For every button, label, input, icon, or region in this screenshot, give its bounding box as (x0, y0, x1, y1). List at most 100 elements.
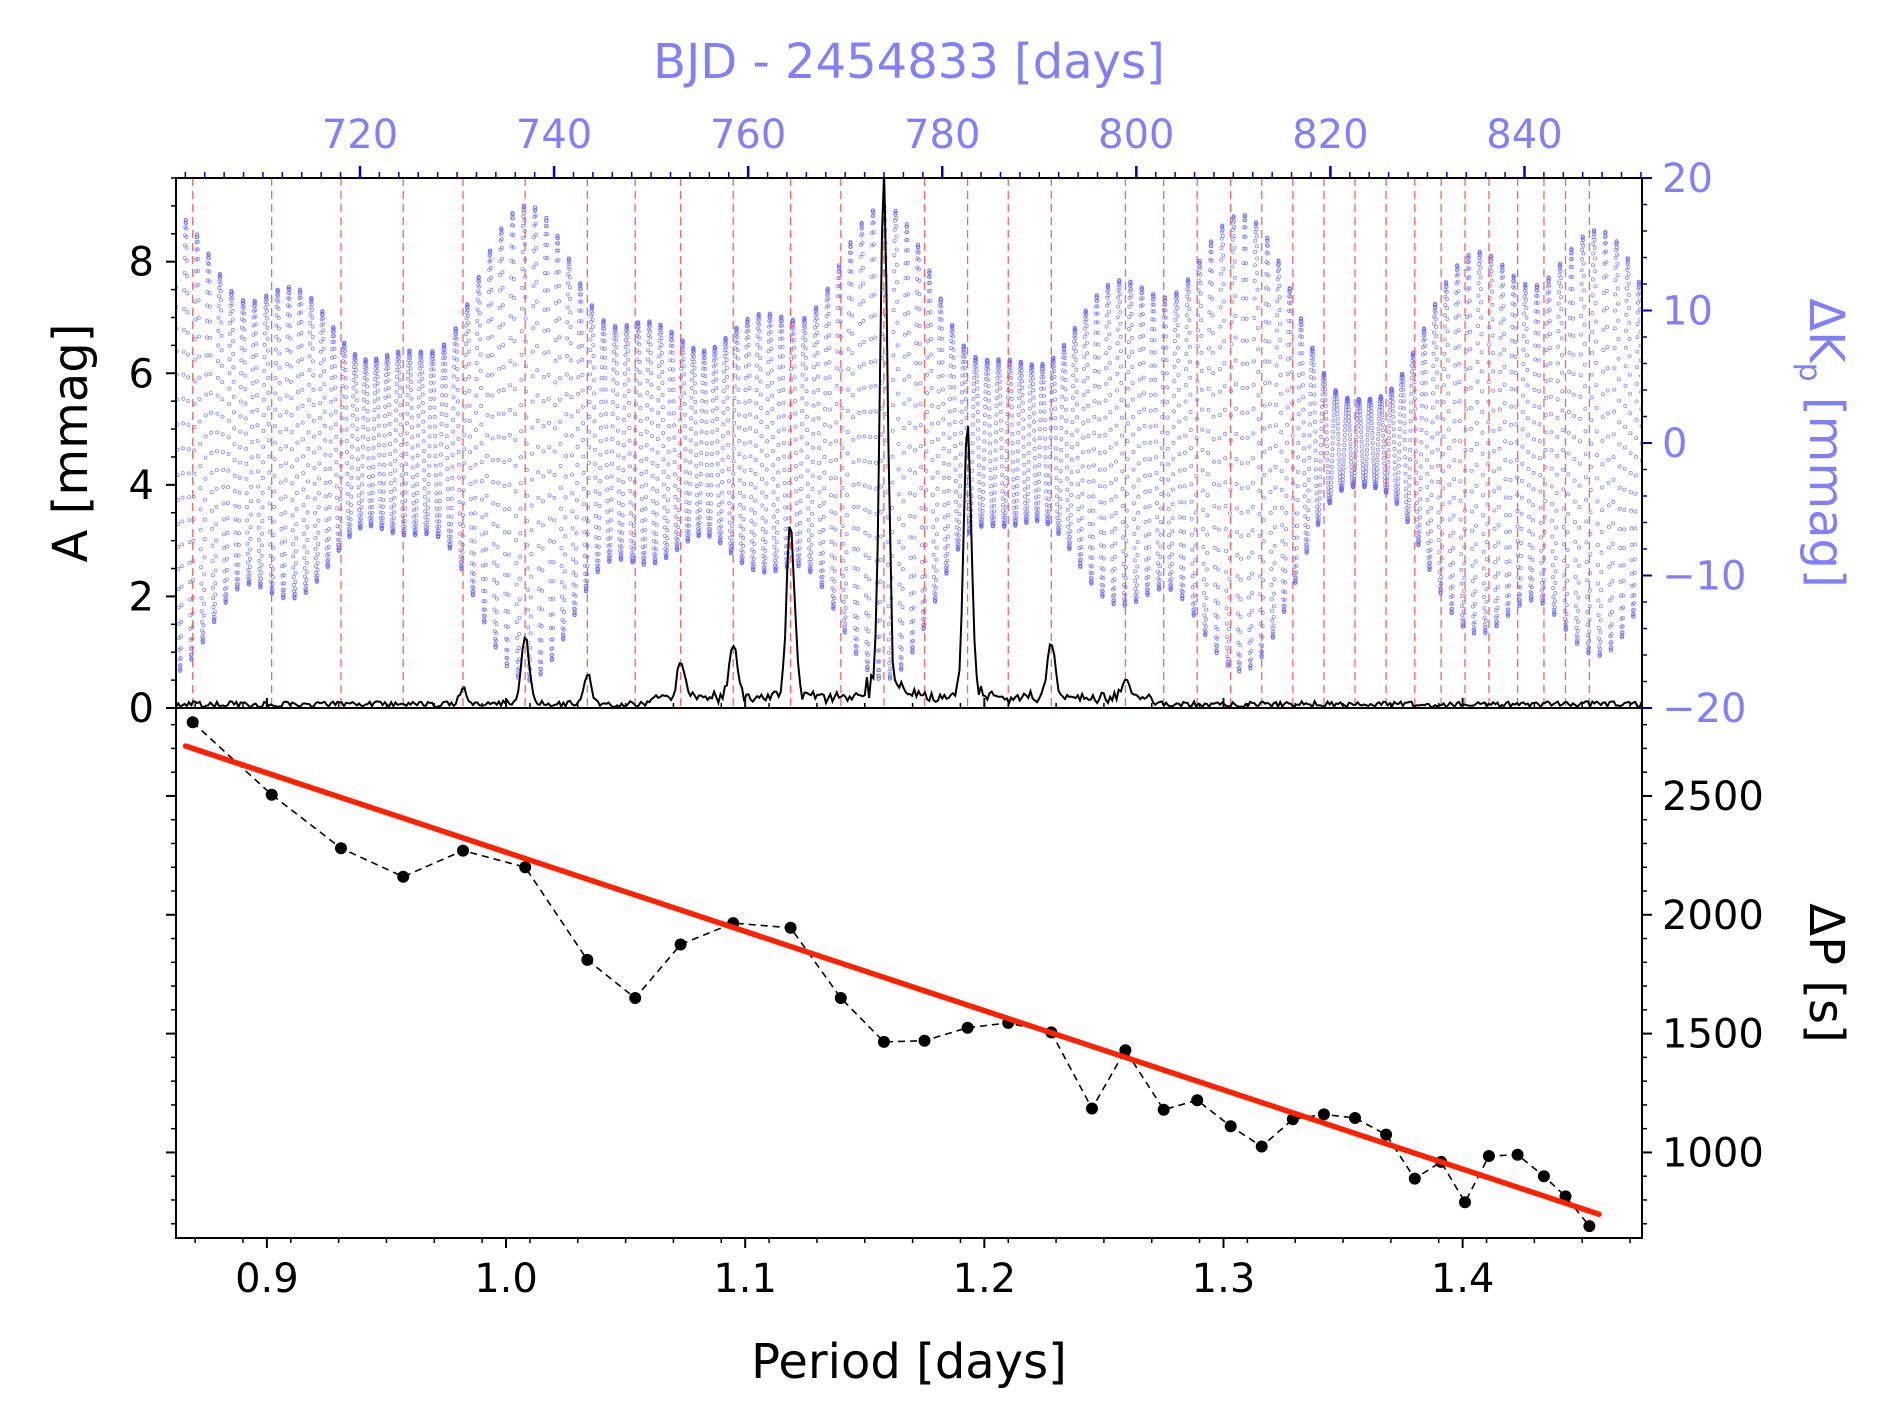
light-curve-point (413, 523, 418, 528)
light-curve-point (1136, 478, 1141, 483)
light-curve-point (224, 596, 229, 601)
light-curve-point (722, 369, 727, 374)
light-curve-point (339, 427, 344, 432)
light-curve-point (420, 370, 425, 375)
light-curve-point (733, 363, 738, 368)
light-curve-point (623, 344, 628, 349)
light-curve-point (377, 443, 382, 448)
light-curve-point (894, 216, 899, 221)
light-curve-point (651, 520, 656, 525)
light-curve-point (242, 318, 247, 323)
light-curve-point (237, 504, 242, 509)
light-curve-point (828, 459, 833, 464)
light-curve-point (1130, 381, 1135, 386)
light-curve-point (766, 349, 771, 354)
light-curve-point (948, 385, 953, 390)
light-curve-point (953, 455, 958, 460)
light-curve-point (472, 562, 477, 567)
light-curve-point (1112, 566, 1117, 571)
light-curve-point (879, 406, 884, 411)
light-curve-point (812, 343, 817, 348)
light-curve-point (229, 295, 234, 300)
light-curve-point (695, 493, 700, 498)
light-curve-point (570, 526, 575, 531)
light-curve-point (455, 387, 460, 392)
light-curve-point (542, 351, 547, 356)
light-curve-point (454, 332, 459, 337)
light-curve-point (533, 208, 538, 213)
light-curve-point (758, 355, 763, 360)
light-curve-point (234, 562, 239, 567)
light-curve-point (195, 256, 200, 261)
light-curve-point (1103, 381, 1108, 386)
light-curve-point (580, 372, 585, 377)
light-curve-point (1015, 467, 1020, 472)
light-curve-point (928, 298, 933, 303)
light-curve-point (238, 429, 243, 434)
light-curve-point (781, 375, 786, 380)
light-curve-point (521, 214, 526, 219)
light-curve-point (310, 334, 315, 339)
light-curve-point (704, 441, 709, 446)
light-curve-point (649, 420, 654, 425)
light-curve-point (457, 522, 462, 527)
light-curve-point (663, 540, 668, 545)
light-curve-point (834, 457, 839, 462)
light-curve-point (581, 421, 586, 426)
light-curve-point (250, 380, 255, 385)
light-curve-point (1053, 425, 1058, 430)
light-curve-point (1069, 492, 1074, 497)
light-curve-point (748, 468, 753, 473)
light-curve-point (497, 288, 502, 293)
light-curve-point (660, 392, 665, 397)
light-curve-point (1063, 369, 1068, 374)
light-curve-point (1077, 546, 1082, 551)
light-curve-point (1081, 392, 1086, 397)
light-curve-point (545, 271, 550, 276)
light-curve-point (604, 450, 609, 455)
light-curve-point (867, 577, 872, 582)
light-curve-point (179, 584, 184, 589)
light-curve-point (348, 523, 353, 528)
light-curve-point (720, 469, 725, 474)
light-curve-point (1131, 450, 1136, 455)
light-curve-point (489, 353, 494, 358)
light-curve-point (1139, 285, 1144, 290)
light-curve-point (818, 561, 823, 566)
light-curve-point (801, 352, 806, 357)
light-curve-point (291, 565, 296, 570)
light-curve-point (1070, 445, 1075, 450)
light-curve-point (749, 494, 754, 499)
light-curve-point (519, 403, 524, 408)
light-curve-point (1138, 347, 1143, 352)
light-curve-point (197, 419, 202, 424)
light-curve-point (923, 559, 928, 564)
light-curve-point (832, 568, 837, 573)
light-curve-point (626, 349, 631, 354)
light-curve-point (773, 567, 778, 572)
light-curve-point (426, 490, 431, 495)
light-curve-point (1129, 311, 1134, 316)
light-curve-point (291, 583, 296, 588)
light-curve-point (231, 394, 236, 399)
light-curve-point (1096, 355, 1101, 360)
light-curve-point (1114, 459, 1119, 464)
light-curve-point (897, 582, 902, 587)
light-curve-point (392, 487, 397, 492)
light-curve-point (304, 577, 309, 582)
light-curve-point (546, 396, 551, 401)
light-curve-point (490, 372, 495, 377)
light-curve-point (958, 484, 963, 489)
light-curve-point (462, 390, 467, 395)
light-curve-point (845, 429, 850, 434)
light-curve-point (531, 265, 536, 270)
light-curve-point (1042, 401, 1047, 406)
light-curve-point (238, 399, 243, 404)
light-curve-point (1060, 361, 1065, 366)
light-curve-point (891, 330, 896, 335)
light-curve-point (995, 375, 1000, 380)
light-curve-point (1093, 330, 1098, 335)
light-curve-point (204, 392, 209, 397)
light-curve-point (1071, 373, 1076, 378)
light-curve-point (980, 508, 985, 513)
